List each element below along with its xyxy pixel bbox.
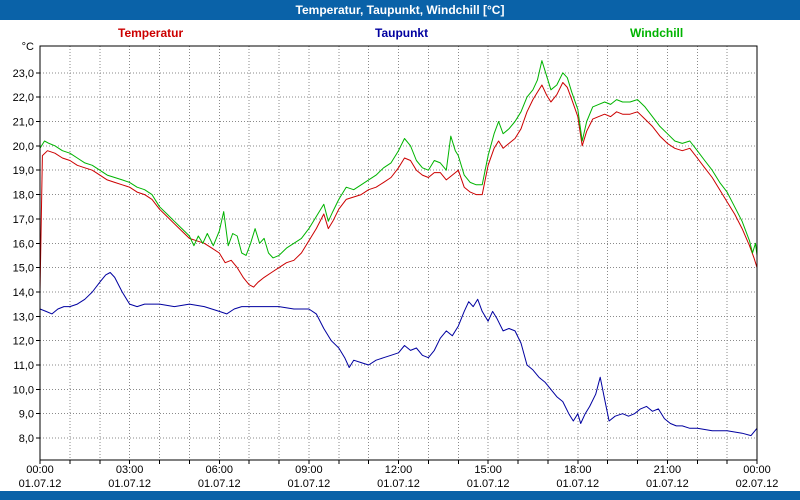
legend-temperatur: Temperatur	[118, 26, 184, 40]
x-tick-time: 09:00	[295, 464, 323, 476]
y-tick-label: 9,0	[19, 409, 34, 421]
x-tick-time: 06:00	[205, 464, 233, 476]
x-tick-time: 00:00	[26, 464, 54, 476]
series-taupunkt	[39, 272, 758, 437]
x-tick-date: 01.07.12	[287, 478, 330, 490]
x-tick-date: 01.07.12	[19, 478, 62, 490]
x-tick-time: 03:00	[116, 464, 144, 476]
y-tick-label: 13,0	[13, 311, 34, 323]
y-tick-label: 14,0	[13, 287, 34, 299]
y-tick-label: 17,0	[13, 214, 34, 226]
x-tick-time: 21:00	[654, 464, 682, 476]
y-tick-label: 19,0	[13, 165, 34, 177]
x-tick-date: 01.07.12	[377, 478, 420, 490]
x-tick-date: 01.07.12	[646, 478, 689, 490]
series-temperatur	[39, 82, 758, 293]
x-tick-time: 00:00	[743, 464, 771, 476]
y-tick-label: 15,0	[13, 263, 34, 275]
y-tick-label: 11,0	[13, 360, 34, 372]
title-bar: Temperatur, Taupunkt, Windchill [°C]	[0, 0, 800, 20]
legend-taupunkt: Taupunkt	[375, 26, 429, 40]
x-tick-date: 01.07.12	[467, 478, 510, 490]
bottom-bar	[0, 491, 800, 500]
y-tick-label: 8,0	[19, 433, 34, 445]
y-tick-label: 23,0	[13, 68, 34, 80]
x-tick-time: 18:00	[564, 464, 592, 476]
x-tick-date: 01.07.12	[198, 478, 241, 490]
chart-title: Temperatur, Taupunkt, Windchill [°C]	[295, 3, 505, 17]
series-windchill	[39, 60, 758, 259]
y-tick-label: 21,0	[13, 116, 34, 128]
x-tick-time: 15:00	[474, 464, 502, 476]
x-tick-date: 02.07.12	[736, 478, 779, 490]
x-tick-date: 01.07.12	[556, 478, 599, 490]
y-tick-label: 16,0	[13, 238, 34, 250]
y-tick-label: 20,0	[13, 141, 34, 153]
x-tick-time: 12:00	[385, 464, 413, 476]
y-tick-label: 18,0	[13, 190, 34, 202]
y-tick-label: 22,0	[13, 92, 34, 104]
legend-windchill: Windchill	[630, 26, 684, 40]
y-tick-label: 12,0	[13, 336, 34, 348]
y-tick-label: 10,0	[13, 384, 34, 396]
x-tick-date: 01.07.12	[108, 478, 151, 490]
y-axis-unit-label: °C	[22, 41, 34, 53]
